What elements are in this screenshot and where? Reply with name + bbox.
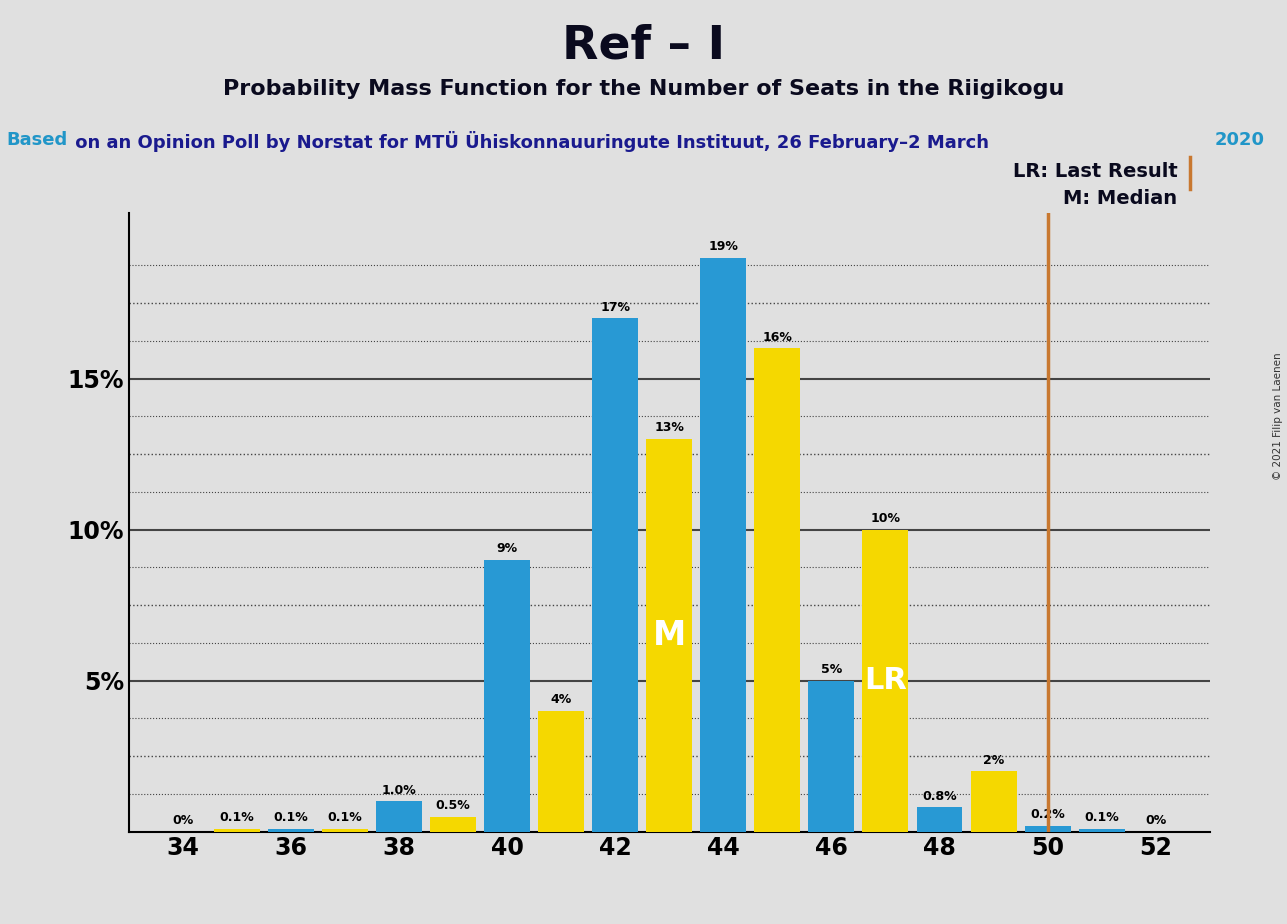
- Text: M: Median: M: Median: [1063, 189, 1178, 209]
- Text: 0.8%: 0.8%: [923, 790, 956, 803]
- Text: 0.1%: 0.1%: [219, 811, 255, 824]
- Bar: [700, 258, 746, 832]
- Text: Based: Based: [6, 131, 68, 149]
- Bar: [754, 348, 801, 832]
- Bar: [214, 829, 260, 832]
- Text: 1.0%: 1.0%: [381, 784, 417, 796]
- Text: Probability Mass Function for the Number of Seats in the Riigikogu: Probability Mass Function for the Number…: [223, 79, 1064, 99]
- Text: 10%: 10%: [870, 512, 901, 525]
- Bar: [1079, 829, 1125, 832]
- Text: 17%: 17%: [600, 300, 631, 313]
- Text: 0%: 0%: [1145, 814, 1166, 827]
- Bar: [1024, 825, 1071, 832]
- Text: Ref – I: Ref – I: [562, 23, 725, 68]
- Bar: [862, 529, 909, 832]
- Bar: [322, 829, 368, 832]
- Bar: [646, 439, 692, 832]
- Text: LR: Last Result: LR: Last Result: [1013, 162, 1178, 181]
- Text: M: M: [653, 619, 686, 651]
- Bar: [376, 801, 422, 832]
- Text: 2020: 2020: [1215, 131, 1265, 149]
- Text: 4%: 4%: [551, 693, 571, 706]
- Bar: [484, 560, 530, 832]
- Bar: [268, 829, 314, 832]
- Text: 0.2%: 0.2%: [1030, 808, 1066, 821]
- Bar: [538, 711, 584, 832]
- Text: 9%: 9%: [497, 542, 517, 555]
- Text: 0%: 0%: [172, 814, 193, 827]
- Text: 0.1%: 0.1%: [1084, 811, 1120, 824]
- Bar: [808, 681, 855, 832]
- Text: 0.1%: 0.1%: [273, 811, 309, 824]
- Text: © 2021 Filip van Laenen: © 2021 Filip van Laenen: [1273, 352, 1283, 480]
- Bar: [916, 808, 963, 832]
- Text: LR: LR: [864, 666, 907, 695]
- Text: 2%: 2%: [983, 754, 1004, 767]
- Text: 5%: 5%: [821, 663, 842, 676]
- Text: on an Opinion Poll by Norstat for MTÜ Ühiskonnauuringute Instituut, 26 February–: on an Opinion Poll by Norstat for MTÜ Üh…: [69, 131, 996, 152]
- Text: 16%: 16%: [762, 331, 793, 344]
- Text: 13%: 13%: [654, 421, 685, 434]
- Text: 0.1%: 0.1%: [327, 811, 363, 824]
- Bar: [430, 817, 476, 832]
- Bar: [970, 772, 1017, 832]
- Bar: [592, 318, 638, 832]
- Text: 19%: 19%: [708, 240, 739, 253]
- Text: 0.5%: 0.5%: [435, 799, 471, 812]
